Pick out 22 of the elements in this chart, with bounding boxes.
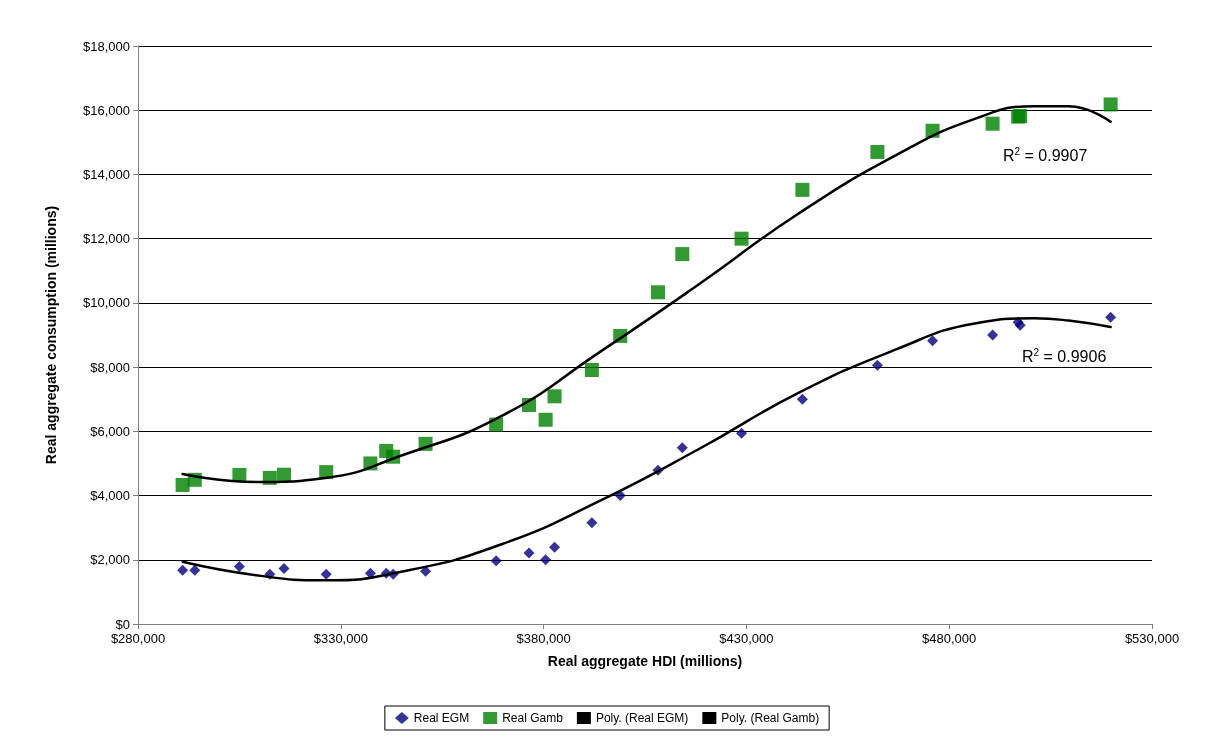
x-axis-title: Real aggregate HDI (millions) (547, 653, 743, 669)
y-tick-label: $10,000 (83, 295, 130, 311)
x-tick-label: $430,000 (719, 631, 774, 646)
x-tick-label: $330,000 (313, 631, 368, 646)
x-tick-label: $280,000 (110, 631, 166, 646)
y-tick-label: $0 (115, 616, 130, 632)
legend-label: Poly. (Real EGM) (595, 711, 689, 725)
y-tick-label: $14,000 (83, 166, 130, 182)
y-tick-label: $4,000 (90, 488, 130, 504)
y-tick-label: $2,000 (90, 552, 130, 568)
legend-label: Real Gamb (502, 711, 564, 725)
y-tick-label: $16,000 (83, 102, 130, 118)
y-tick-label: $6,000 (90, 423, 130, 439)
legend-label: Poly. (Real Gamb) (721, 711, 820, 725)
y-axis-title: Real aggregate consumption (millions) (43, 205, 59, 465)
y-tick-label: $8,000 (90, 359, 130, 375)
x-tick-label: $480,000 (922, 631, 977, 646)
x-tick-label: $380,000 (516, 631, 571, 646)
y-tick-label: $18,000 (83, 38, 130, 54)
legend-label: Real EGM (413, 711, 470, 725)
y-tick-label: $12,000 (83, 231, 130, 247)
x-tick-label: $530,000 (1124, 631, 1180, 646)
